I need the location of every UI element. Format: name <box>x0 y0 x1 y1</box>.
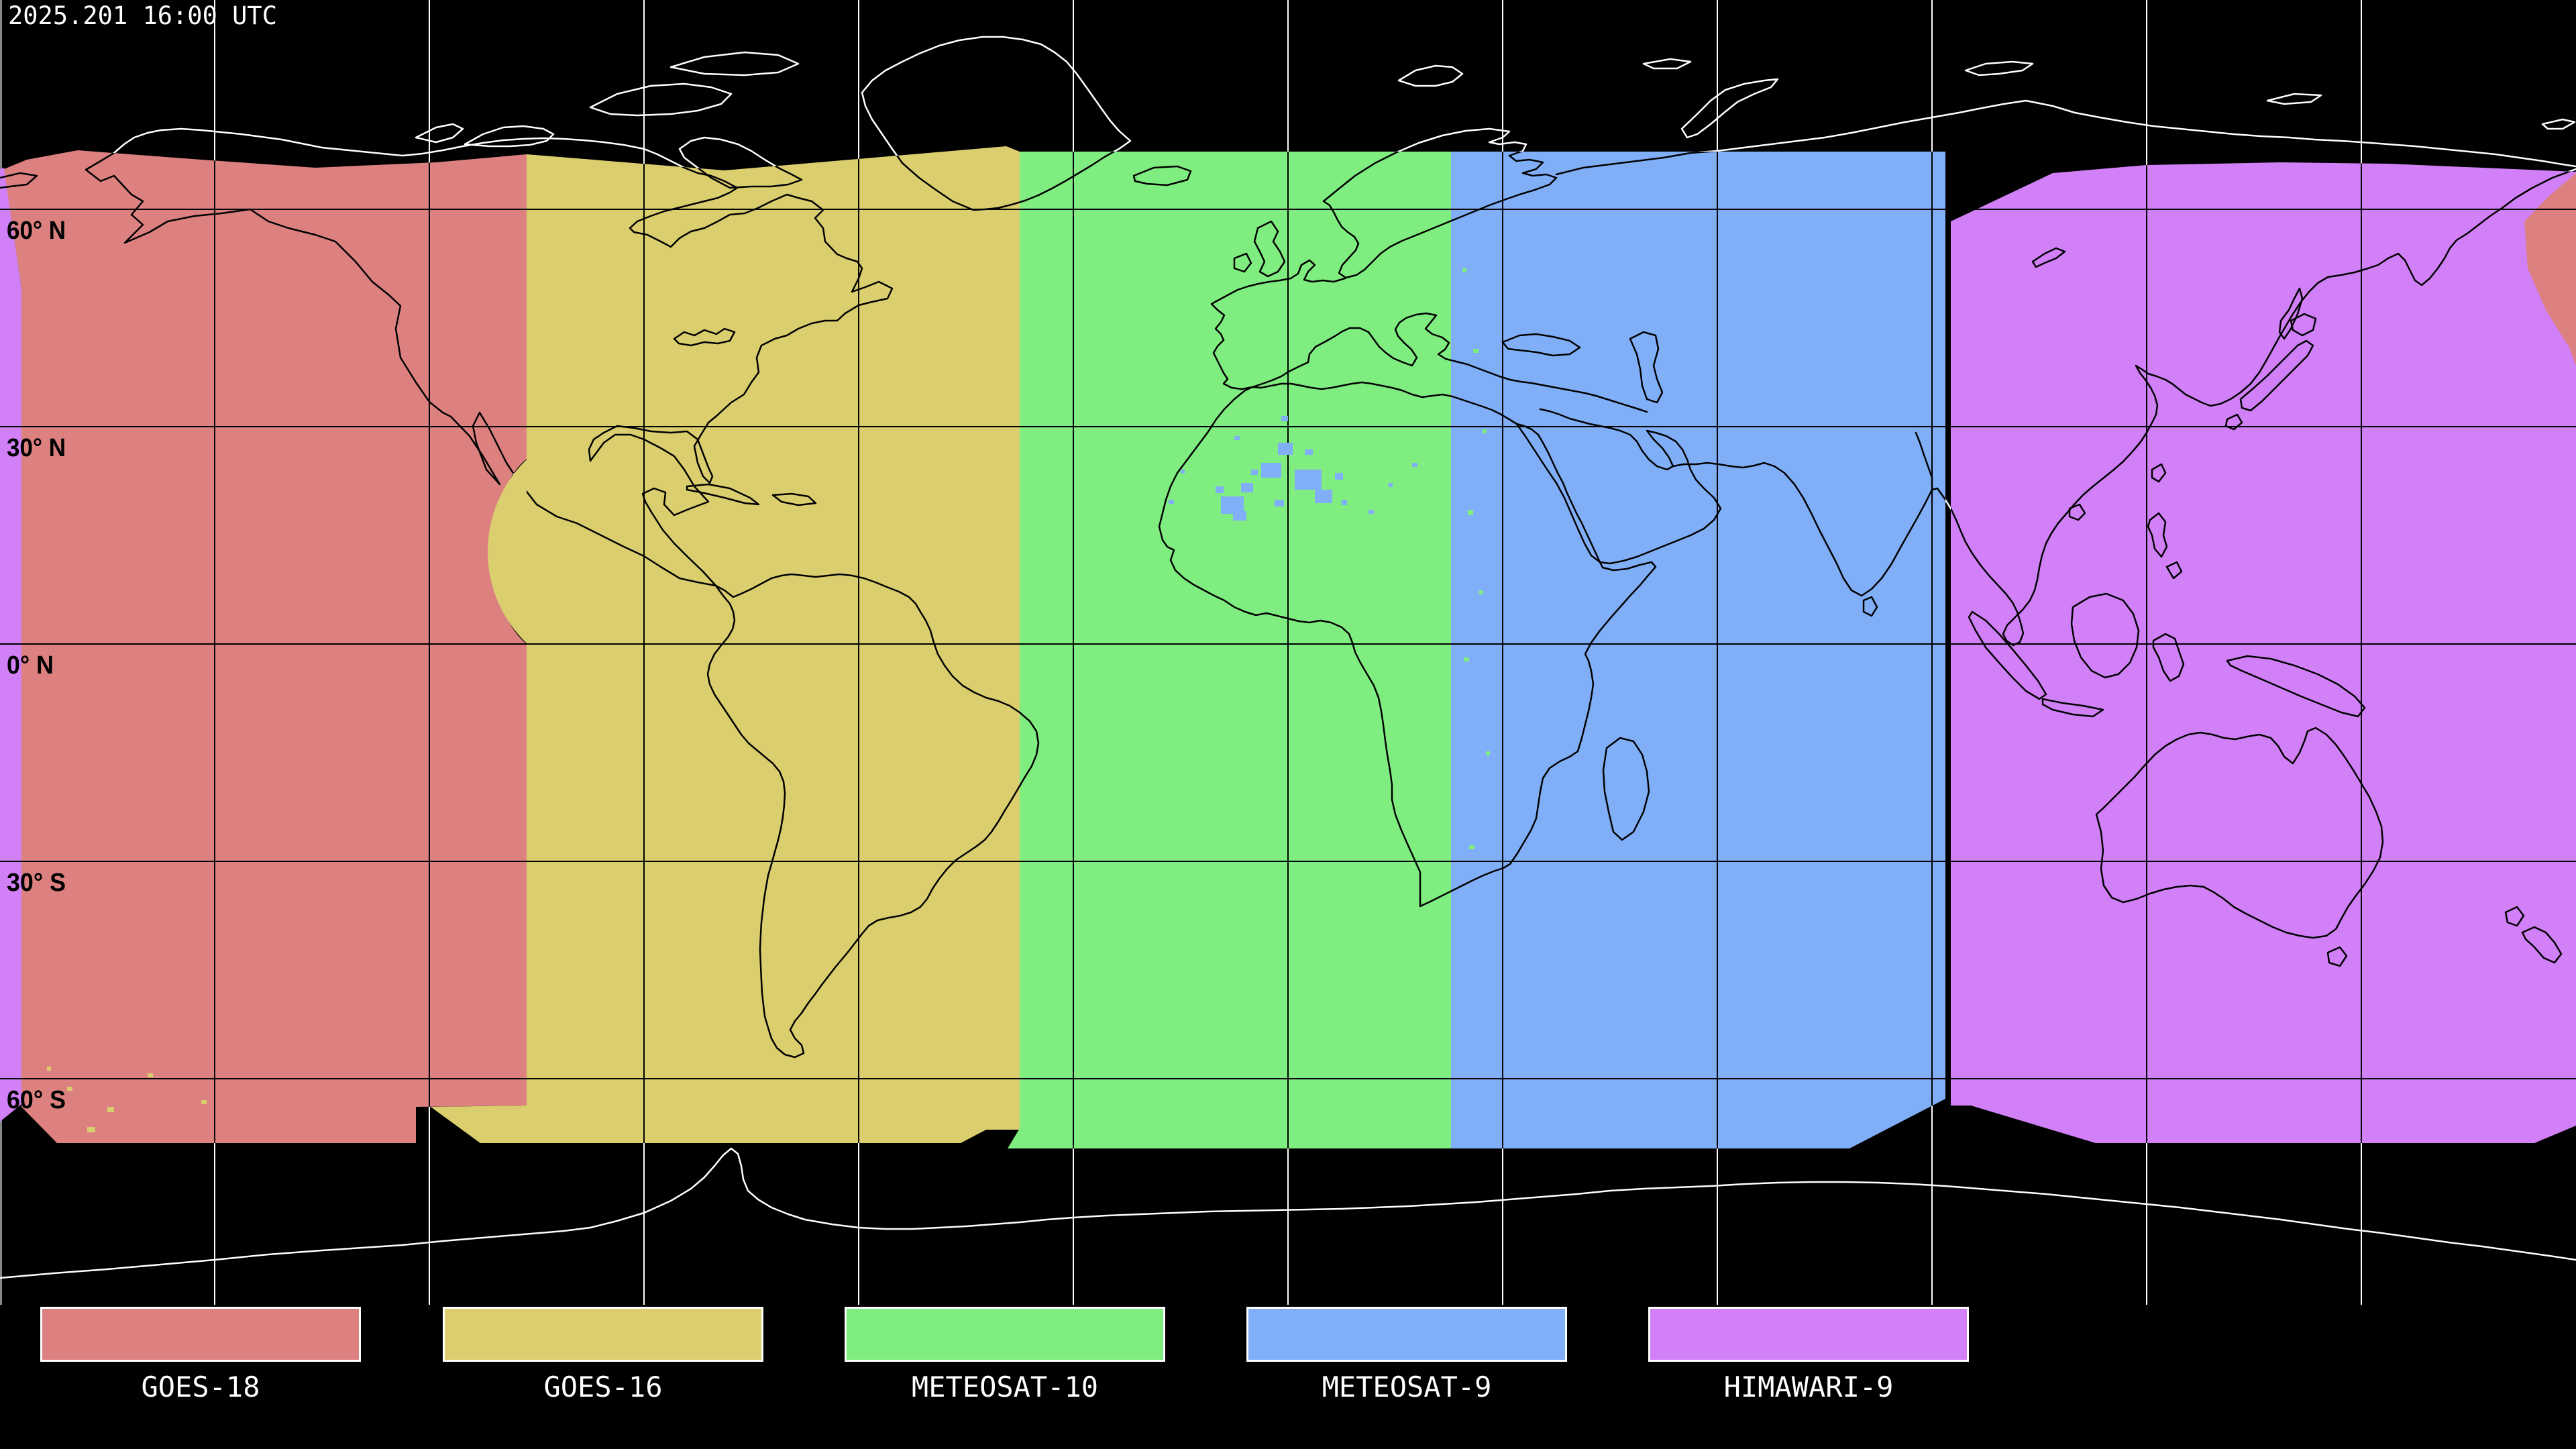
legend-item-goes-16: GOES-16 <box>443 1307 763 1402</box>
latitude-gridlines <box>0 209 2576 1079</box>
legend-swatch-goes-16 <box>443 1307 763 1362</box>
legend-label-meteosat-10: METEOSAT-10 <box>911 1371 1099 1403</box>
zone-meteosat-9 <box>1451 152 1945 1148</box>
speckles-goes-16 <box>47 282 588 1132</box>
legend-item-meteosat-10: METEOSAT-10 <box>845 1307 1165 1402</box>
zone-meteosat-10 <box>1008 152 1451 1148</box>
legend-swatch-himawari-9 <box>1648 1307 1969 1362</box>
legend-swatch-meteosat-10 <box>845 1307 1165 1362</box>
zone-himawari-9 <box>1951 162 2576 1143</box>
legend-label-goes-18: GOES-18 <box>141 1371 260 1403</box>
latitude-label-30s: 30° S <box>7 869 66 897</box>
legend-swatch-meteosat-9 <box>1246 1307 1567 1362</box>
zone-goes-18 <box>4 150 527 1143</box>
legend-item-himawari-9: HIMAWARI-9 <box>1648 1307 1969 1402</box>
map-area: 60° N 30° N 0° N 30° S 60° S 2025.201 16… <box>0 0 2576 1305</box>
speckles-meteosat-9 <box>1169 416 1417 521</box>
legend-item-goes-18: GOES-18 <box>40 1307 361 1402</box>
speckles-meteosat-10 <box>1462 268 1490 849</box>
coverage-map: 60° N 30° N 0° N 30° S 60° S 2025.201 16… <box>0 0 2576 1305</box>
timestamp-label: 2025.201 16:00 UTC <box>8 1 277 30</box>
latitude-label-60n: 60° N <box>7 217 66 245</box>
legend-label-meteosat-9: METEOSAT-9 <box>1322 1371 1492 1403</box>
latitude-label-30n: 30° N <box>7 434 66 462</box>
legend-item-meteosat-9: METEOSAT-9 <box>1246 1307 1567 1402</box>
legend-swatch-goes-18 <box>40 1307 361 1362</box>
latitude-label-60s: 60° S <box>7 1086 66 1114</box>
legend: GOES-18 GOES-16 METEOSAT-10 METEOSAT-9 H… <box>0 1305 2576 1449</box>
legend-label-himawari-9: HIMAWARI-9 <box>1723 1371 1894 1403</box>
legend-label-goes-16: GOES-16 <box>543 1371 663 1403</box>
latitude-label-0n: 0° N <box>7 651 54 680</box>
